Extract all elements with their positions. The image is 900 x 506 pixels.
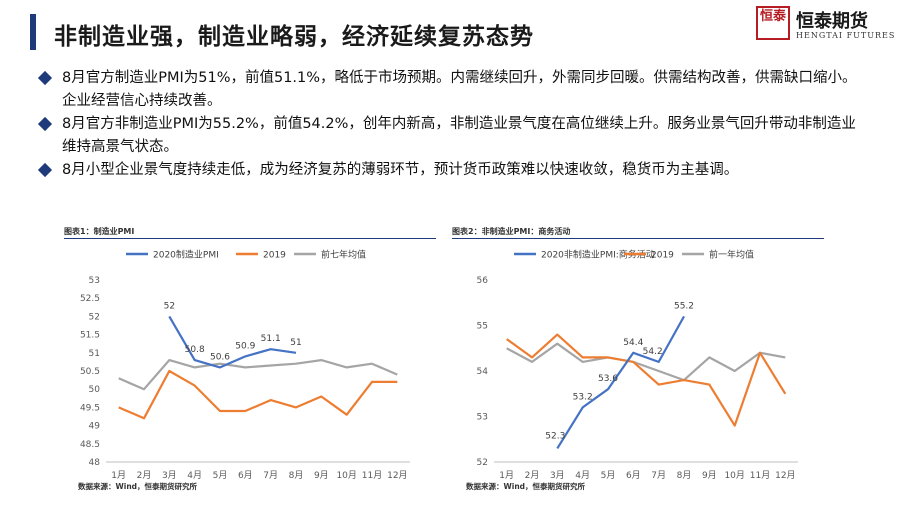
y-tick-label: 49 [89,422,101,432]
x-tick-label: 4月 [187,470,202,481]
x-tick-label: 12月 [387,470,407,481]
y-tick-label: 53 [477,413,488,423]
data-label: 54.2 [643,347,663,357]
data-label: 52.3 [545,431,565,441]
y-tick-label: 54 [477,367,489,377]
title-accent-bar [30,14,36,50]
bullet-text: 8月官方非制造业PMI为55.2%，前值54.2%，创年内新高，非制造业景气度在… [62,116,856,155]
manufacturing-pmi-chart-panel: 图表1：制造业PMI 48 48.5 49 49.5 50 50.5 51 51.5 52 52.… [58,226,438,496]
y-tick-label: 48.5 [80,440,100,450]
x-tick-label: 1月 [499,470,514,481]
data-label: 51.1 [261,334,281,344]
x-tick-label: 10月 [336,470,356,481]
y-tick-label: 55 [477,322,488,332]
chart-caption-rule [64,238,436,239]
logo-chinese-name: 恒泰期货 [796,11,868,32]
data-label: 55.2 [674,301,694,311]
x-tick-label: 7月 [263,470,278,481]
x-tick-label: 4月 [575,470,590,481]
legend-label: 2020非制造业PMI:商务活动 [541,249,655,261]
y-tick-label: 52.5 [80,294,100,304]
data-label: 50.8 [185,345,205,355]
x-tick-label: 12月 [775,470,795,481]
non-manufacturing-pmi-chart: 52 53 54 55 56 1月 2月 3月 4月 5月 6月 7月 8月 9月 10月 11月 12月 202… [477,249,798,481]
non-manufacturing-pmi-chart-panel: 图表2：非制造业PMI：商务活动 52 53 54 55 56 1月 2月 3月 4月 5月 6月 7… [446,226,826,496]
x-tick-label: 3月 [162,470,177,481]
chart-caption-rule [452,238,824,239]
y-tick-label: 50 [89,385,101,395]
x-tick-label: 5月 [213,470,228,481]
x-tick-label: 6月 [238,470,253,481]
legend-label: 2019 [263,251,286,261]
chart-caption: 图表2：非制造业PMI：商务活动 [452,227,571,236]
company-logo: 恒泰 恒泰期货 HENGTAI FUTURES [756,6,896,46]
y-tick-label: 48 [89,458,101,468]
manufacturing-pmi-chart: 48 48.5 49 49.5 50 50.5 51 51.5 52 52.5 53 1月 2月 3月 4月… [80,249,410,481]
bullet-item: 8月官方非制造业PMI为55.2%，前值54.2%，创年内新高，非制造业景气度在… [37,113,870,159]
series-line-1 [118,369,398,420]
data-label: 50.6 [210,352,230,362]
x-tick-label: 6月 [626,470,641,481]
y-tick-label: 50.5 [80,367,100,377]
bullet-list: 8月官方制造业PMI为51%，前值51.1%，略低于市场预期。内需继续回升，外需… [37,67,870,182]
diamond-bullet-icon [37,162,53,178]
x-tick-label: 2月 [137,470,152,481]
y-tick-label: 52 [477,458,488,468]
legend-label: 2020制造业PMI [153,249,219,261]
legend-label: 前七年均值 [321,249,366,261]
y-tick-label: 53 [89,276,100,286]
logo-english-name: HENGTAI FUTURES [796,31,896,40]
series-line-0 [168,315,297,369]
y-tick-label: 49.5 [80,403,100,413]
y-tick-label: 52 [89,312,100,322]
x-tick-label: 5月 [601,470,616,481]
series-line-0 [556,315,685,449]
y-tick-label: 56 [477,276,489,286]
slide-header: 非制造业强，制造业略弱，经济延续复苏态势 [30,8,730,56]
x-tick-label: 8月 [677,470,692,481]
legend-label: 前一年均值 [709,249,754,261]
x-tick-label: 10月 [724,470,744,481]
bullet-text: 8月小型企业景气度持续走低，成为经济复苏的薄弱环节，预计货币政策难以快速收敛，稳… [62,162,739,178]
series-line-2 [118,359,398,391]
x-tick-label: 9月 [314,470,329,481]
y-tick-label: 51.5 [80,331,100,341]
legend-label: 2019 [651,251,674,261]
x-tick-label: 1月 [111,470,126,481]
data-label: 51 [290,338,301,348]
data-label: 54.4 [623,338,643,348]
x-tick-label: 7月 [651,470,666,481]
x-tick-label: 3月 [550,470,565,481]
chart-source: 数据来源：Wind，恒泰期货研究所 [78,482,198,491]
series-line-1 [506,333,787,427]
chart-caption: 图表1：制造业PMI [64,227,135,236]
x-tick-label: 2月 [525,470,540,481]
x-tick-label: 9月 [702,470,717,481]
hengtai-seal-logo-icon: 恒泰 [756,6,790,40]
slide-title: 非制造业强，制造业略弱，经济延续复苏态势 [54,24,534,50]
diamond-bullet-icon [37,116,53,132]
bullet-item: 8月小型企业景气度持续走低，成为经济复苏的薄弱环节，预计货币政策难以快速收敛，稳… [37,159,870,182]
y-tick-label: 51 [89,349,100,359]
data-label: 53.2 [573,392,593,402]
chart-source: 数据来源：Wind，恒泰期货研究所 [466,482,586,491]
x-tick-label: 11月 [750,470,770,481]
data-label: 52 [164,301,175,311]
bullet-text: 8月官方制造业PMI为51%，前值51.1%，略低于市场预期。内需继续回升，外需… [62,70,857,109]
series-line-2 [506,342,786,382]
diamond-bullet-icon [37,70,53,86]
x-tick-label: 11月 [362,470,382,481]
x-tick-label: 8月 [289,470,304,481]
data-label: 50.9 [235,341,255,351]
data-label: 53.6 [598,374,618,384]
bullet-item: 8月官方制造业PMI为51%，前值51.1%，略低于市场预期。内需继续回升，外需… [37,67,870,113]
